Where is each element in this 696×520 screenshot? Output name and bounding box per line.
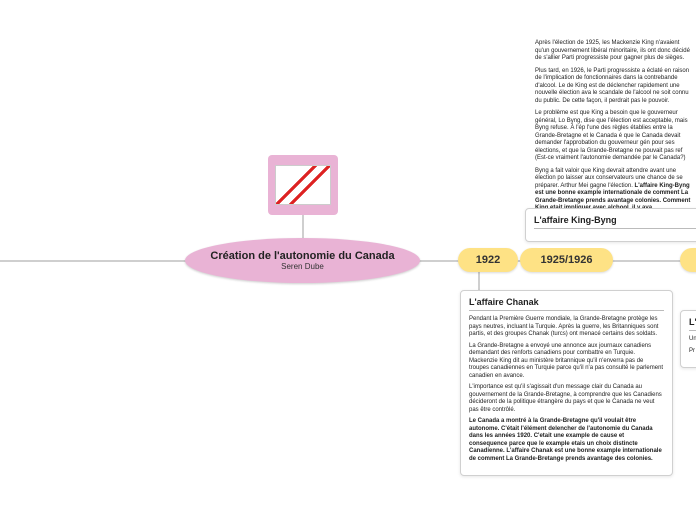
paragraph: Un Kin Ca con ouv Gra bbox=[689, 336, 696, 344]
paragraph: L'importance est qu'il s'agissait d'un m… bbox=[469, 384, 664, 414]
flag-image-card[interactable] bbox=[268, 155, 338, 215]
panel-chanak[interactable]: L'affaire Chanak Pendant la Première Gue… bbox=[460, 290, 673, 476]
panel-body: Un Kin Ca con ouv Gra Pr oc soc rel bbox=[689, 336, 696, 355]
panel-body: Pendant la Première Guerre mondiale, la … bbox=[469, 316, 664, 463]
panel-title: L'a bbox=[689, 317, 696, 331]
main-title: Création de l'autonomie du Canada bbox=[210, 250, 394, 262]
paragraph: Le Canada a montré à la Grande-Bretagne … bbox=[469, 418, 664, 463]
panel-king-byng[interactable]: L'affaire King-Byng bbox=[525, 208, 696, 242]
main-subtitle: Seren Dube bbox=[281, 262, 324, 271]
panel-title: L'affaire Chanak bbox=[469, 297, 664, 311]
year-node-partial[interactable]: 192 bbox=[680, 248, 696, 272]
year-label: 1922 bbox=[476, 254, 500, 266]
paragraph: Après l'élection de 1925, les Mackenzie … bbox=[535, 40, 695, 63]
paragraph: La Grande-Bretagne a envoyé une annonce … bbox=[469, 343, 664, 381]
year-node-1925-1926[interactable]: 1925/1926 bbox=[520, 248, 613, 272]
panel-title: L'affaire King-Byng bbox=[534, 215, 696, 229]
connector bbox=[302, 215, 304, 240]
main-node[interactable]: Création de l'autonomie du Canada Seren … bbox=[185, 238, 420, 283]
paragraph: Le problème est que King a besoin que le… bbox=[535, 110, 695, 163]
year-label: 1925/1926 bbox=[541, 254, 593, 266]
paragraph: Pendant la Première Guerre mondiale, la … bbox=[469, 316, 664, 339]
canada-flag-icon bbox=[275, 165, 331, 205]
paragraph: Plus tard, en 1926, le Parti progressist… bbox=[535, 68, 695, 106]
panel-right-partial[interactable]: L'a Un Kin Ca con ouv Gra Pr oc soc rel bbox=[680, 310, 696, 368]
year-node-1922[interactable]: 1922 bbox=[458, 248, 518, 272]
paragraph: Pr oc soc rel bbox=[689, 348, 696, 356]
